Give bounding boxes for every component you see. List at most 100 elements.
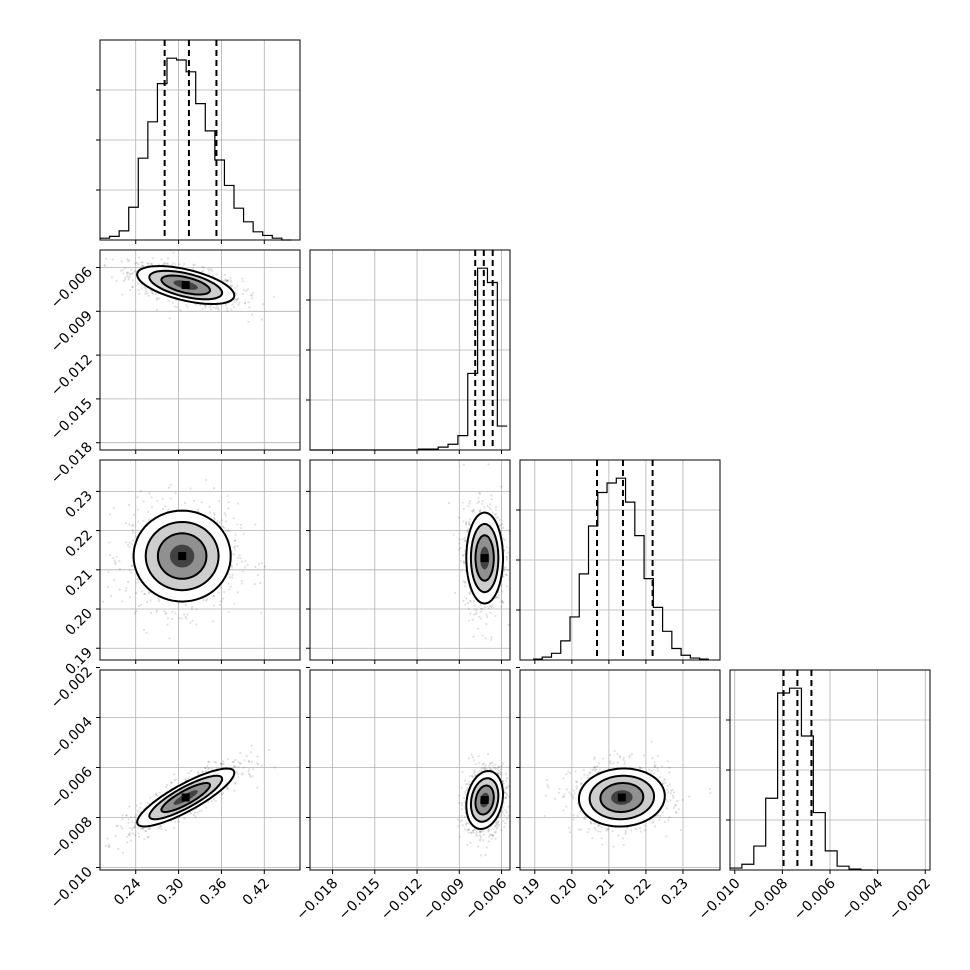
sample-point	[225, 279, 228, 282]
sample-point	[461, 554, 464, 557]
sample-point	[491, 761, 494, 764]
sample-point	[465, 823, 468, 826]
sample-point	[128, 541, 131, 544]
sample-point	[462, 796, 466, 800]
sample-point	[505, 573, 508, 576]
sample-point	[466, 529, 469, 533]
sample-point	[467, 828, 470, 831]
sample-point	[108, 541, 111, 544]
sample-point	[478, 492, 481, 495]
sample-point	[473, 608, 476, 611]
sample-point	[155, 298, 158, 301]
sample-point	[494, 837, 497, 840]
sample-point	[457, 548, 460, 551]
sample-point	[160, 827, 163, 830]
sample-point	[132, 524, 135, 527]
sample-point	[237, 760, 240, 763]
sample-point	[488, 503, 492, 506]
sample-point	[475, 608, 478, 611]
scatter-panel-2-3: 0.19 0.20 0.21 0.22 0.23	[510, 667, 721, 909]
sample-point	[253, 582, 257, 586]
sample-point	[221, 793, 224, 796]
sample-point	[233, 782, 237, 785]
sample-point	[234, 298, 238, 301]
y-tick-label: −0.018	[48, 439, 96, 487]
sample-point	[480, 610, 483, 613]
sample-point	[221, 597, 225, 600]
sample-point	[150, 611, 153, 614]
sample-point	[196, 811, 199, 814]
sample-point	[147, 294, 150, 297]
sample-point	[180, 617, 183, 620]
sample-point	[140, 283, 143, 286]
sample-point	[502, 806, 505, 809]
sample-point	[252, 768, 255, 771]
sample-point	[250, 760, 253, 764]
sample-point	[473, 773, 477, 776]
sample-point	[128, 546, 131, 549]
sample-point	[479, 509, 482, 512]
sample-point	[513, 568, 515, 570]
sample-point	[209, 268, 212, 271]
sample-point	[477, 755, 480, 758]
sample-point	[643, 829, 647, 832]
sample-point	[112, 507, 115, 510]
sample-point	[503, 791, 507, 794]
sample-point	[241, 579, 244, 583]
sample-point	[164, 829, 167, 832]
sample-point	[507, 805, 510, 808]
sample-point	[505, 573, 508, 576]
sample-point	[245, 755, 248, 758]
sample-point	[495, 821, 498, 824]
sample-point	[256, 786, 259, 789]
sample-point	[135, 610, 138, 613]
sample-point	[244, 302, 247, 305]
y-tick-label: 0.23	[62, 488, 95, 521]
sample-point	[469, 612, 472, 615]
sample-point	[203, 304, 206, 307]
sample-point	[178, 617, 181, 620]
sample-point	[149, 796, 152, 799]
sample-point	[262, 303, 265, 306]
sample-point	[507, 814, 510, 817]
sample-point	[498, 524, 501, 527]
x-tick-label: 0.30	[154, 876, 187, 909]
sample-point	[211, 274, 215, 277]
sample-point	[494, 513, 498, 516]
sample-point	[232, 760, 235, 763]
sample-point	[241, 292, 244, 296]
sample-point	[502, 782, 506, 785]
sample-point	[237, 303, 240, 306]
sample-point	[473, 771, 476, 774]
x-tick-label: −0.015	[336, 876, 384, 924]
sample-point	[133, 815, 136, 818]
sample-point	[173, 820, 176, 823]
sample-point	[499, 771, 503, 774]
sample-point	[238, 762, 242, 765]
sample-point	[202, 599, 205, 602]
sample-point	[224, 278, 227, 281]
sample-point	[506, 551, 510, 554]
sample-point	[170, 781, 173, 784]
sample-point	[154, 293, 157, 296]
sample-point	[472, 635, 475, 638]
sample-point	[131, 279, 134, 282]
density-peak	[181, 793, 190, 802]
sample-point	[230, 566, 234, 569]
sample-point	[496, 821, 500, 824]
sample-point	[218, 603, 221, 607]
sample-point	[185, 617, 188, 620]
sample-point	[487, 829, 490, 832]
sample-point	[256, 762, 259, 765]
sample-point	[178, 263, 181, 266]
sample-point	[257, 763, 260, 766]
density-core	[136, 767, 236, 828]
sample-point	[179, 308, 182, 311]
sample-point	[115, 555, 118, 558]
sample-point	[144, 292, 147, 295]
sample-point	[110, 276, 113, 279]
scatter-panel-0-2: 0.190.200.210.220.23	[62, 459, 301, 678]
sample-point	[149, 599, 152, 602]
sample-point	[232, 761, 235, 764]
sample-point	[128, 827, 131, 830]
